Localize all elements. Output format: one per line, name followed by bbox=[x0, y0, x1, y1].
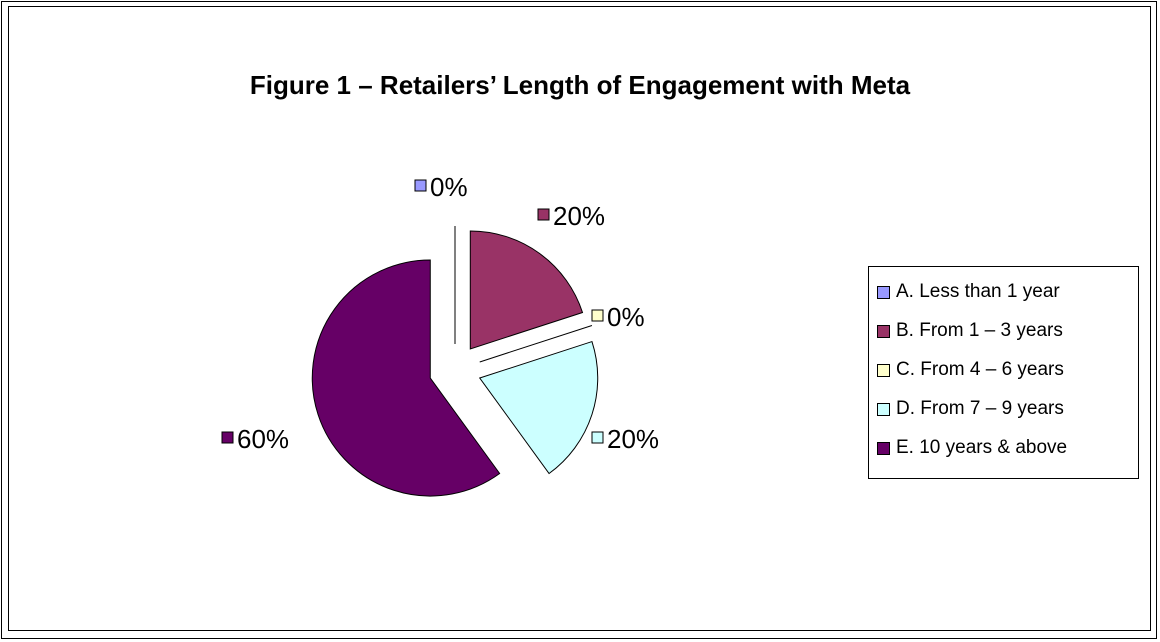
data-label-c: 0% bbox=[607, 302, 645, 332]
data-label-key-c bbox=[591, 309, 604, 322]
legend-swatch bbox=[877, 324, 890, 338]
pie-slice-e bbox=[311, 259, 501, 497]
pie-slice-d bbox=[478, 340, 599, 475]
data-label-a: 0% bbox=[430, 172, 468, 202]
legend-label: E. 10 years & above bbox=[896, 437, 1068, 458]
data-label-key-e bbox=[221, 431, 234, 444]
legend-item-e: E. 10 years & above bbox=[877, 433, 1067, 463]
legend-label: A. Less than 1 year bbox=[896, 281, 1060, 302]
legend-label: C. From 4 – 6 years bbox=[896, 359, 1064, 380]
legend-swatch bbox=[877, 441, 890, 455]
data-label-key-a bbox=[414, 179, 427, 192]
data-label-key-b bbox=[537, 208, 550, 221]
legend-item-d: D. From 7 – 9 years bbox=[877, 394, 1064, 424]
legend-item-c: C. From 4 – 6 years bbox=[877, 355, 1064, 385]
legend-label: D. From 7 – 9 years bbox=[896, 398, 1064, 419]
data-label-e: 60% bbox=[237, 424, 289, 454]
chart-title: Figure 1 – Retailers’ Length of Engageme… bbox=[249, 70, 911, 100]
legend-swatch bbox=[877, 363, 890, 377]
pie-slice-b bbox=[469, 230, 584, 350]
legend-item-b: B. From 1 – 3 years bbox=[877, 316, 1063, 346]
legend-swatch bbox=[877, 402, 890, 416]
data-label-d: 20% bbox=[607, 424, 659, 454]
data-label-key-d bbox=[591, 431, 604, 444]
data-label-b: 20% bbox=[553, 201, 605, 231]
legend-label: B. From 1 – 3 years bbox=[896, 320, 1063, 341]
pie-slice-c bbox=[479, 325, 593, 363]
legend-item-a: A. Less than 1 year bbox=[877, 277, 1060, 307]
legend-swatch bbox=[877, 285, 890, 299]
chart-legend: A. Less than 1 year B. From 1 – 3 years C.… bbox=[868, 266, 1139, 479]
